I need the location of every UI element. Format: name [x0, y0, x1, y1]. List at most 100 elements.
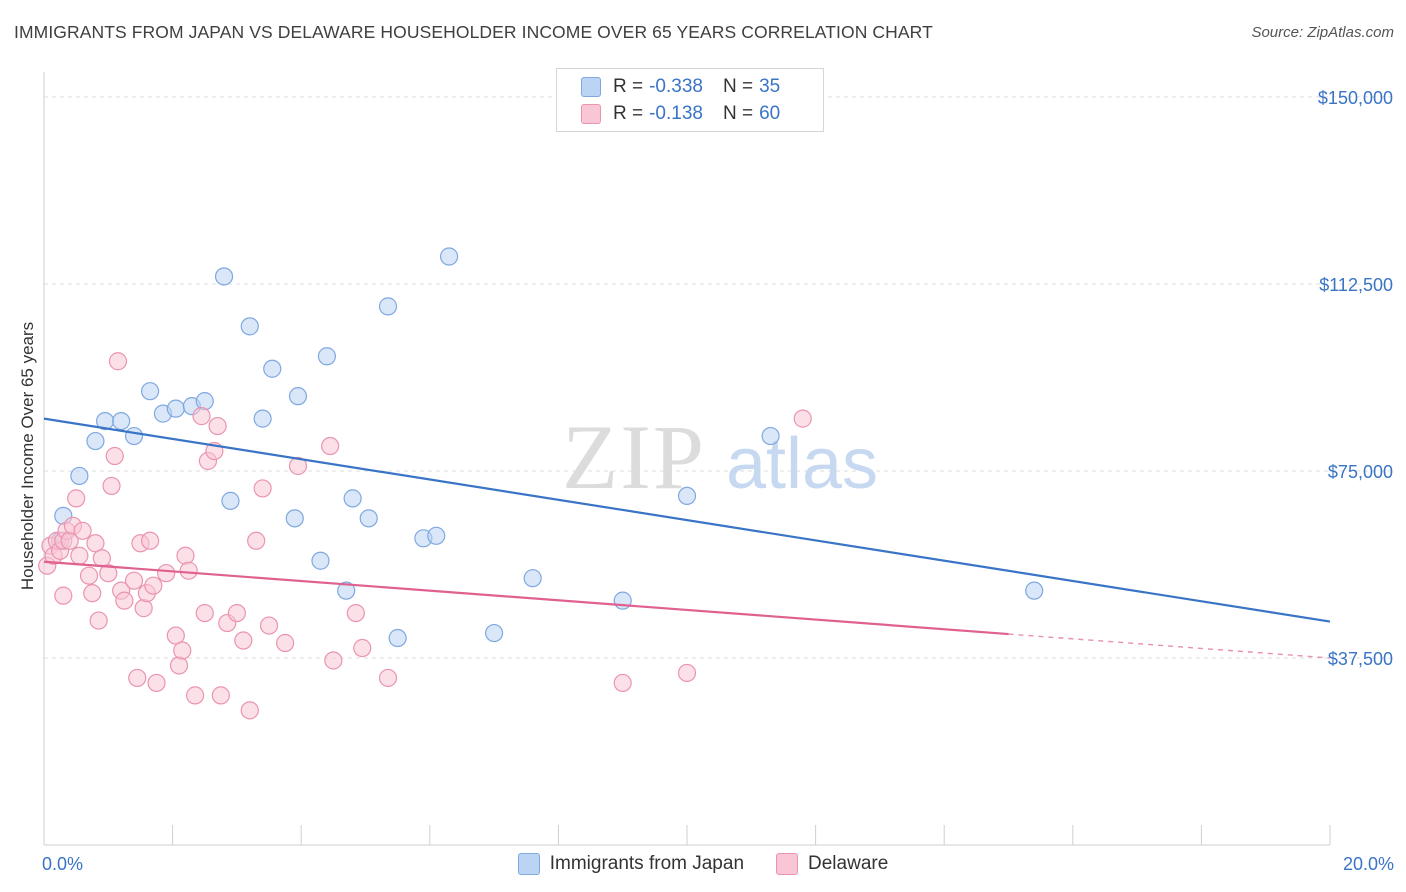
- data-point: [208, 416, 227, 436]
- data-point: [378, 668, 398, 688]
- data-point: [169, 656, 189, 675]
- trend-line-delaware: [43, 560, 1009, 636]
- data-point: [276, 633, 295, 653]
- tick-labels: $150,000 $112,500 $75,000 $37,500 0.0% 20.0%: [42, 88, 1394, 874]
- data-point: [214, 267, 234, 286]
- trend-line-delaware-extension: [1008, 633, 1331, 659]
- data-point: [324, 651, 343, 670]
- data-point: [253, 409, 272, 428]
- data-point: [343, 489, 362, 508]
- data-point: [346, 603, 365, 623]
- data-point: [140, 382, 160, 401]
- legend-item-delaware[interactable]: Delaware: [776, 853, 888, 875]
- data-point: [124, 426, 144, 446]
- chart-title: IMMIGRANTS FROM JAPAN VS DELAWARE HOUSEH…: [14, 22, 933, 42]
- data-point: [359, 509, 378, 528]
- y-tick-label: $75,000: [1328, 462, 1393, 482]
- data-point: [134, 599, 153, 618]
- data-point: [67, 489, 86, 508]
- y-tick-label: $150,000: [1318, 88, 1393, 108]
- data-point: [99, 564, 118, 583]
- legend-item-japan[interactable]: Immigrants from Japan: [517, 853, 745, 875]
- data-point: [523, 569, 542, 588]
- data-point: [86, 534, 105, 553]
- stats-swatch-delaware: [581, 104, 601, 124]
- n-value: 60: [759, 103, 781, 124]
- data-point: [166, 626, 185, 645]
- data-point: [427, 526, 446, 545]
- data-point: [240, 701, 259, 720]
- data-point: [677, 486, 697, 506]
- n-value: 35: [759, 76, 781, 97]
- data-point: [613, 673, 632, 693]
- data-point: [353, 638, 372, 658]
- data-point: [317, 347, 337, 366]
- legend: Immigrants from Japan Delaware: [0, 850, 1406, 878]
- data-point: [108, 352, 128, 371]
- y-tick-label: $112,500: [1319, 275, 1393, 295]
- data-point: [311, 551, 330, 570]
- stats-row-delaware: R = -0.138 N = 60: [581, 101, 780, 127]
- grid-lines: [44, 96, 1394, 659]
- data-point: [285, 509, 304, 528]
- n-label: N =: [722, 76, 754, 97]
- data-point: [337, 581, 356, 600]
- data-point: [240, 317, 259, 336]
- data-point: [378, 297, 398, 316]
- data-point: [105, 446, 124, 466]
- data-point: [263, 359, 282, 378]
- legend-label-delaware: Delaware: [808, 853, 889, 874]
- data-point: [166, 399, 185, 418]
- data-point: [144, 576, 163, 595]
- watermark-atlas: atlas: [726, 424, 878, 504]
- stats-swatch-japan: [581, 77, 601, 97]
- legend-swatch-delaware: [776, 853, 799, 875]
- data-point: [89, 611, 108, 630]
- data-point: [124, 571, 144, 590]
- data-point: [115, 591, 134, 610]
- data-point: [227, 603, 246, 623]
- data-point: [186, 686, 205, 705]
- data-point: [761, 426, 780, 446]
- data-points: [38, 247, 1044, 720]
- data-point: [211, 686, 230, 705]
- trend-line-japan: [43, 417, 1331, 623]
- data-point: [259, 616, 279, 635]
- data-point: [147, 673, 166, 693]
- x-tick-label: 0.0%: [42, 854, 83, 874]
- data-point: [176, 546, 195, 565]
- data-point: [140, 531, 160, 550]
- data-point: [73, 521, 92, 540]
- data-point: [195, 392, 214, 411]
- legend-swatch-japan: [517, 853, 540, 875]
- data-point: [70, 546, 89, 565]
- n-label: N =: [722, 103, 754, 124]
- data-point: [179, 561, 198, 580]
- data-point: [677, 663, 697, 683]
- data-point: [247, 531, 266, 550]
- series-points-delaware: [38, 352, 812, 720]
- data-point: [54, 586, 73, 605]
- data-point: [221, 491, 240, 510]
- data-point: [102, 476, 121, 496]
- data-point: [86, 431, 105, 451]
- data-point: [173, 641, 192, 660]
- data-point: [195, 603, 214, 623]
- correlation-stats-box: R = -0.338 N = 35 R = -0.138 N = 60: [556, 68, 824, 132]
- r-label: R =: [613, 76, 644, 97]
- data-point: [288, 456, 308, 476]
- data-point: [253, 479, 272, 498]
- data-point: [70, 466, 89, 486]
- r-value: -0.138: [649, 103, 703, 124]
- data-point: [288, 387, 308, 406]
- y-tick-label: $37,500: [1328, 649, 1393, 669]
- legend-label-japan: Immigrants from Japan: [549, 853, 745, 874]
- data-point: [234, 631, 253, 650]
- series-points-japan: [50, 247, 1044, 648]
- data-point: [112, 411, 131, 431]
- data-point: [128, 668, 147, 688]
- data-point: [439, 247, 459, 266]
- data-point: [1025, 581, 1044, 600]
- stats-row-japan: R = -0.338 N = 35: [581, 74, 780, 100]
- data-point: [157, 564, 176, 583]
